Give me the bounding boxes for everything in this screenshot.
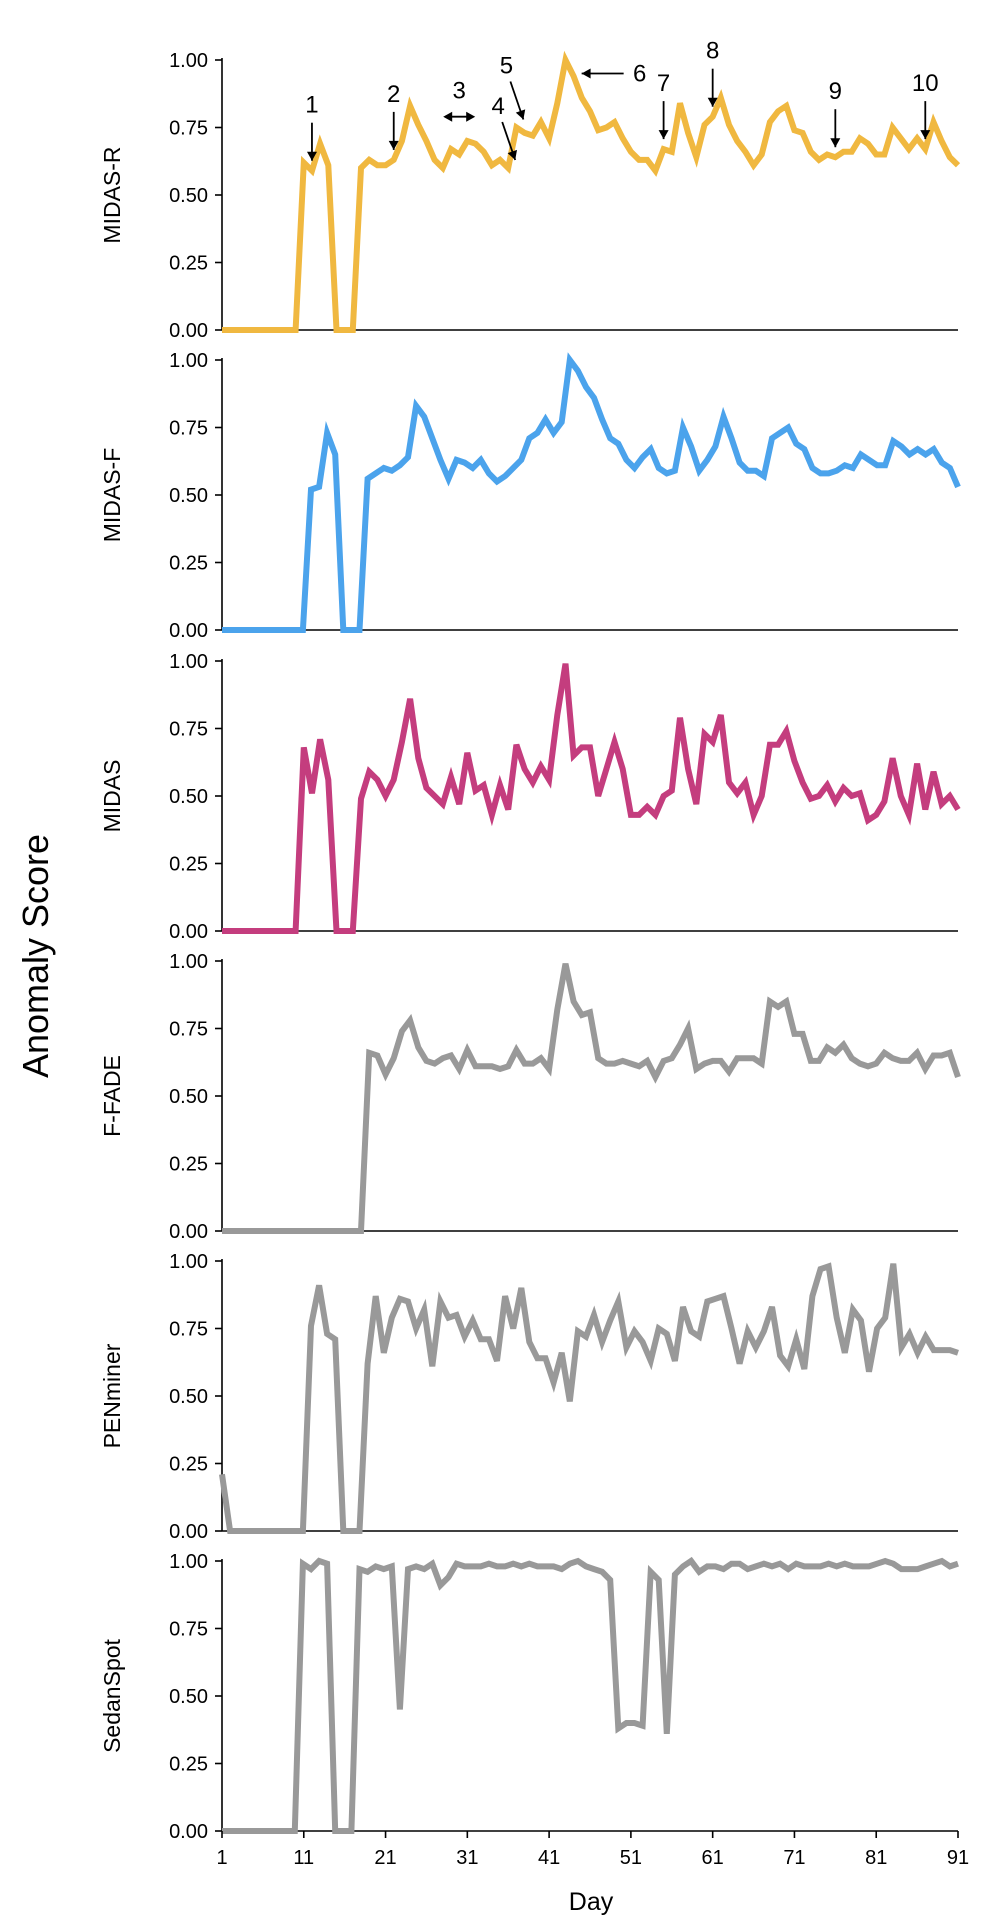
y-tick-label: 1.00 <box>169 50 208 72</box>
x-tick-label: 1 <box>216 1847 227 1869</box>
arrowhead <box>830 138 841 148</box>
y-tick-label: 0.50 <box>169 485 208 507</box>
panel-midas: 0.00 0.25 0.50 0.75 1.00 MIDAS <box>99 651 961 943</box>
x-axis-title: Day <box>569 1888 614 1916</box>
panel-midas-r: 0.00 0.25 0.50 0.75 1.00 MIDAS-R <box>99 50 961 342</box>
annotation-label: 9 <box>829 78 842 105</box>
panel-label: MIDAS-R <box>99 146 125 243</box>
arrowhead <box>581 68 591 79</box>
arrowhead <box>466 111 476 122</box>
y-tick-label: 0.75 <box>169 1319 208 1341</box>
y-tick-label: 0.75 <box>169 719 208 741</box>
annotation-label: 8 <box>706 38 719 65</box>
series-line-midas <box>222 663 961 934</box>
y-tick-label: 0.50 <box>169 786 208 808</box>
x-tick-label: 81 <box>865 1847 887 1869</box>
annotation-label: 2 <box>387 81 400 108</box>
annotation-10: 10 <box>912 70 939 140</box>
arrowhead <box>707 97 718 107</box>
panel-label: SedanSpot <box>99 1638 125 1752</box>
panel-label: MIDAS-F <box>99 448 125 543</box>
annotation-4: 4 <box>492 93 517 161</box>
panel-penminer: 0.00 0.25 0.50 0.75 1.00 PENminer <box>99 1251 959 1543</box>
annotation-label: 4 <box>492 93 505 120</box>
annotations-group: 1 2 34 5 6 7 8 9 10 <box>305 38 939 161</box>
x-tick-label: 31 <box>456 1847 478 1869</box>
y-tick-label: 0.00 <box>169 320 208 342</box>
y-tick-label: 0.25 <box>169 253 208 275</box>
y-tick-label: 0.50 <box>169 1386 208 1408</box>
y-tick-label: 0.25 <box>169 1154 208 1176</box>
x-tick-label: 41 <box>538 1847 560 1869</box>
panel-label: F-FADE <box>99 1055 125 1137</box>
y-tick-label: 1.00 <box>169 350 208 372</box>
x-axis: 1 11 21 31 41 51 61 71 81 91 <box>216 1831 969 1869</box>
x-tick-label: 91 <box>947 1847 969 1869</box>
panel-sedanspot: 0.00 0.25 0.50 0.75 1.00 SedanSpot <box>99 1551 959 1843</box>
series-line-f-fade <box>222 963 961 1234</box>
y-tick-label: 0.25 <box>169 854 208 876</box>
x-tick-label: 11 <box>293 1847 314 1869</box>
arrowhead <box>443 111 453 122</box>
y-tick-label: 0.75 <box>169 418 208 440</box>
y-tick-label: 0.75 <box>169 1019 208 1041</box>
annotation-label: 6 <box>633 61 646 88</box>
x-tick-label: 51 <box>620 1847 642 1869</box>
annotation-2: 2 <box>387 81 400 150</box>
y-tick-label: 0.25 <box>169 1754 208 1776</box>
annotation-label: 1 <box>305 92 318 119</box>
arrowhead <box>507 149 517 160</box>
y-tick-label: 0.50 <box>169 1686 208 1708</box>
arrowhead <box>920 130 931 140</box>
y-tick-label: 0.50 <box>169 185 208 207</box>
arrowhead <box>388 140 399 150</box>
y-tick-label: 0.25 <box>169 553 208 575</box>
panel-f-fade: 0.00 0.25 0.50 0.75 1.00 F-FADE <box>99 951 961 1243</box>
y-tick-label: 0.75 <box>169 1619 208 1641</box>
y-axis-title: Anomaly Score <box>15 834 56 1078</box>
annotation-8: 8 <box>706 38 719 107</box>
series-line-penminer <box>219 1262 959 1534</box>
x-tick-label: 61 <box>702 1847 724 1869</box>
annotation-label: 5 <box>500 53 513 80</box>
arrowhead <box>307 151 317 161</box>
annotation-label: 10 <box>912 70 939 97</box>
annotation-9: 9 <box>829 78 842 148</box>
y-tick-label: 0.50 <box>169 1086 208 1108</box>
y-tick-label: 0.25 <box>169 1454 208 1476</box>
y-tick-label: 0.00 <box>169 1221 208 1243</box>
y-tick-label: 0.00 <box>169 620 208 642</box>
annotation-5: 5 <box>500 53 526 120</box>
y-tick-label: 0.75 <box>169 118 208 140</box>
y-tick-label: 0.00 <box>169 1821 208 1843</box>
panel-label: MIDAS <box>99 760 125 833</box>
series-line-midas-f <box>222 352 961 633</box>
panel-midas-f: 0.00 0.25 0.50 0.75 1.00 MIDAS-F <box>99 350 961 642</box>
y-tick-label: 1.00 <box>169 651 208 673</box>
y-tick-label: 1.00 <box>169 951 208 973</box>
panels-group: 0.000.250.500.751.00MIDAS-R0.000.250.500… <box>99 50 961 1843</box>
y-tick-label: 1.00 <box>169 1251 208 1273</box>
panel-label: PENminer <box>99 1343 125 1448</box>
annotation-label: 7 <box>657 70 670 97</box>
annotation-7: 7 <box>657 70 670 140</box>
annotation-3: 3 <box>443 78 476 122</box>
y-tick-label: 0.00 <box>169 921 208 943</box>
y-tick-label: 0.00 <box>169 1521 208 1543</box>
arrowhead <box>515 109 526 120</box>
arrowhead <box>658 130 669 140</box>
annotation-1: 1 <box>305 92 319 161</box>
y-tick-label: 1.00 <box>169 1551 208 1573</box>
x-tick-label: 71 <box>783 1847 805 1869</box>
series-line-sedanspot <box>222 1556 959 1834</box>
series-line-midas-r <box>222 50 961 333</box>
annotation-6: 6 <box>581 61 646 88</box>
x-tick-label: 21 <box>374 1847 396 1869</box>
annotation-label: 3 <box>452 78 465 105</box>
